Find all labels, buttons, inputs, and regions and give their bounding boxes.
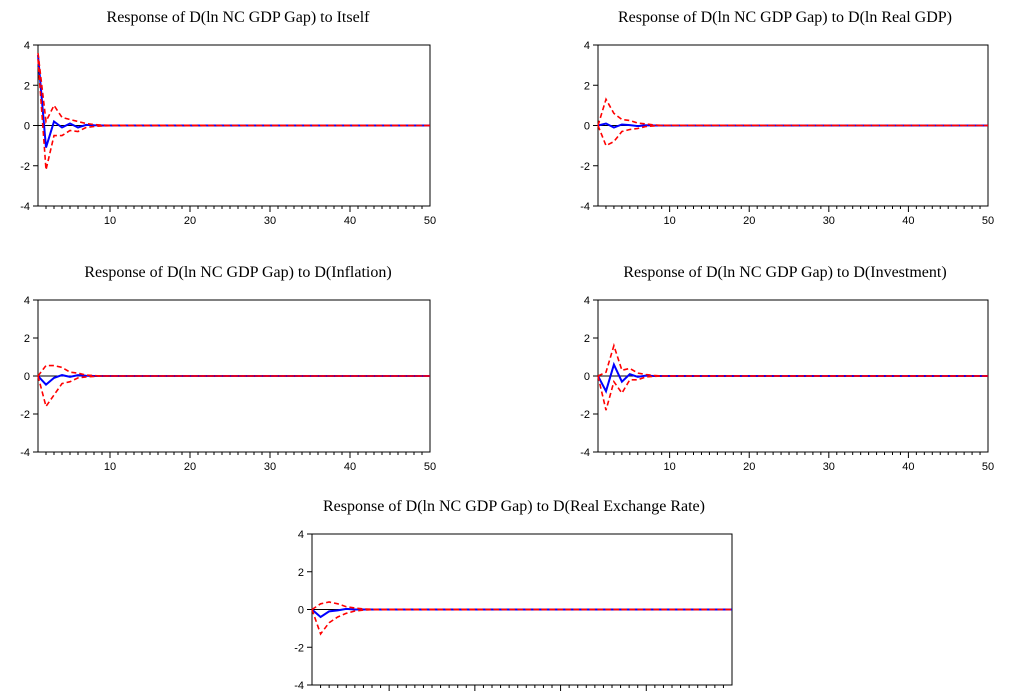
response-line bbox=[37, 55, 430, 148]
y-tick-label: 4 bbox=[24, 295, 30, 307]
x-tick-label: 10 bbox=[104, 461, 116, 473]
irf-panel-5: Response of D(ln NC GDP Gap) to D(Real E… bbox=[294, 498, 733, 692]
irf-panel-4: Response of D(ln NC GDP Gap) to D(Invest… bbox=[580, 264, 994, 473]
x-tick-label: 40 bbox=[902, 215, 914, 227]
y-tick-label: -2 bbox=[20, 409, 30, 421]
x-tick-label: 40 bbox=[344, 461, 356, 473]
y-tick-label: -2 bbox=[580, 409, 590, 421]
y-tick-label: 2 bbox=[24, 80, 30, 92]
panel-title: Response of D(ln NC GDP Gap) to D(ln Rea… bbox=[618, 9, 952, 26]
lower-band-line bbox=[597, 375, 988, 411]
x-tick-label: 50 bbox=[982, 461, 994, 473]
y-tick-label: 2 bbox=[584, 80, 590, 92]
x-tick-label: 30 bbox=[823, 215, 835, 227]
x-tick-label: 50 bbox=[424, 461, 436, 473]
y-tick-label: 2 bbox=[24, 333, 30, 345]
x-tick-label: 40 bbox=[344, 215, 356, 227]
y-tick-label: -4 bbox=[294, 680, 304, 692]
y-tick-label: -4 bbox=[20, 447, 30, 459]
x-tick-label: 30 bbox=[264, 215, 276, 227]
y-tick-label: -2 bbox=[20, 161, 30, 173]
x-tick-label: 20 bbox=[184, 461, 196, 473]
upper-band-line bbox=[37, 53, 431, 127]
x-tick-label: 20 bbox=[743, 215, 755, 227]
y-tick-label: 0 bbox=[24, 371, 30, 383]
x-tick-label: 10 bbox=[664, 215, 676, 227]
x-tick-label: 30 bbox=[823, 461, 835, 473]
panel-title: Response of D(ln NC GDP Gap) to D(Real E… bbox=[323, 498, 705, 515]
response-line bbox=[597, 361, 988, 394]
y-tick-label: 0 bbox=[298, 605, 304, 617]
lower-band-line bbox=[37, 59, 431, 170]
y-tick-label: 4 bbox=[298, 529, 304, 541]
lower-band-line bbox=[597, 124, 988, 147]
y-tick-label: 0 bbox=[584, 121, 590, 133]
upper-band-line bbox=[311, 601, 733, 611]
x-tick-label: 30 bbox=[264, 461, 276, 473]
y-tick-label: -2 bbox=[580, 161, 590, 173]
irf-panel-3: Response of D(ln NC GDP Gap) to D(Inflat… bbox=[20, 264, 436, 473]
upper-band-line bbox=[597, 97, 989, 127]
lower-band-line bbox=[37, 375, 430, 409]
x-tick-label: 50 bbox=[982, 215, 994, 227]
y-tick-label: -4 bbox=[20, 201, 30, 213]
y-tick-label: -4 bbox=[580, 201, 590, 213]
panel-title: Response of D(ln NC GDP Gap) to D(Inflat… bbox=[84, 264, 391, 281]
y-tick-label: 0 bbox=[24, 121, 30, 133]
x-tick-label: 10 bbox=[104, 215, 116, 227]
y-tick-label: 2 bbox=[298, 567, 304, 579]
upper-band-line bbox=[597, 342, 988, 377]
y-tick-label: -4 bbox=[580, 447, 590, 459]
y-tick-label: 4 bbox=[24, 40, 30, 52]
y-tick-label: 4 bbox=[584, 40, 590, 52]
upper-band-line bbox=[37, 364, 430, 377]
x-tick-label: 10 bbox=[664, 461, 676, 473]
panel-title: Response of D(ln NC GDP Gap) to Itself bbox=[107, 9, 371, 26]
y-tick-label: 4 bbox=[584, 295, 590, 307]
x-tick-label: 40 bbox=[902, 461, 914, 473]
y-tick-label: -2 bbox=[294, 642, 304, 654]
x-tick-label: 20 bbox=[743, 461, 755, 473]
irf-panel-1: Response of D(ln NC GDP Gap) to Itself -4… bbox=[20, 9, 436, 227]
y-tick-label: 2 bbox=[584, 333, 590, 345]
y-tick-label: 0 bbox=[584, 371, 590, 383]
lower-band-line bbox=[311, 608, 733, 636]
x-tick-label: 50 bbox=[424, 215, 436, 227]
irf-panel-2: Response of D(ln NC GDP Gap) to D(ln Rea… bbox=[580, 9, 994, 227]
x-tick-label: 20 bbox=[184, 215, 196, 227]
panel-title: Response of D(ln NC GDP Gap) to D(Invest… bbox=[623, 264, 946, 281]
